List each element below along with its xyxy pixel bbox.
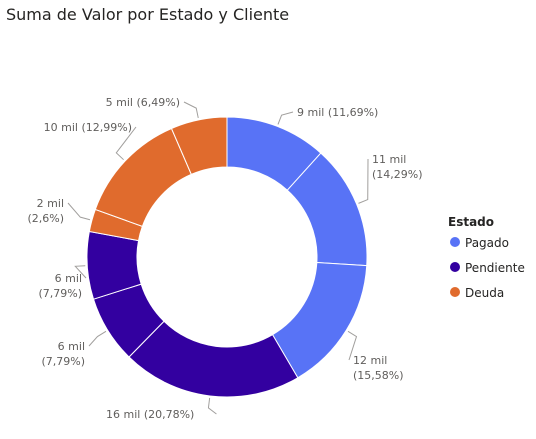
- data-label-0: 9 mil (11,69%): [297, 106, 378, 119]
- slice-deuda-7[interactable]: [94, 127, 192, 228]
- data-label-2: 12 mil (15,58%): [353, 354, 404, 382]
- leader-line-5: [74, 265, 87, 279]
- leader-line-7: [115, 126, 137, 161]
- data-label-line: 6 mil: [58, 340, 85, 353]
- data-label-line: 2 mil: [37, 197, 64, 210]
- data-labels: 9 mil (11,69%) 11 mil (14,29%) 12 mil (15,58…: [27, 96, 422, 421]
- leader-line-1: [358, 158, 369, 204]
- data-label-line: (14,29%): [372, 168, 423, 181]
- leader-line-0: [277, 111, 294, 125]
- legend-label-pagado[interactable]: Pagado: [465, 236, 509, 250]
- leader-lines: [67, 101, 369, 415]
- data-label-line: 12 mil: [353, 354, 387, 367]
- data-label-7: 10 mil (12,99%): [44, 121, 132, 134]
- donut-slices: [86, 116, 368, 398]
- data-label-line: 11 mil: [372, 153, 406, 166]
- data-label-6: 2 mil (2,6%): [27, 197, 64, 225]
- legend-marker-pagado[interactable]: [450, 237, 460, 247]
- leader-line-4: [88, 330, 107, 347]
- leader-line-3: [207, 397, 217, 415]
- legend-marker-pendiente[interactable]: [450, 262, 460, 272]
- data-label-5: 6 mil (7,79%): [38, 272, 82, 300]
- data-label-line: (15,58%): [353, 369, 404, 382]
- slice-pendiente-3[interactable]: [128, 320, 299, 398]
- data-label-8: 5 mil (6,49%): [106, 96, 180, 109]
- data-label-line: 5 mil (6,49%): [106, 96, 180, 109]
- chart-title: Suma de Valor por Estado y Cliente: [6, 5, 290, 24]
- data-label-3: 16 mil (20,78%): [106, 408, 194, 421]
- data-label-line: 9 mil (11,69%): [297, 106, 378, 119]
- data-label-1: 11 mil (14,29%): [372, 153, 423, 181]
- legend-title: Estado: [448, 215, 494, 229]
- legend-label-pendiente[interactable]: Pendiente: [465, 261, 525, 275]
- leader-line-6: [67, 202, 91, 221]
- data-label-4: 6 mil (7,79%): [41, 340, 85, 368]
- data-label-line: 6 mil: [55, 272, 82, 285]
- legend-label-deuda[interactable]: Deuda: [465, 286, 504, 300]
- data-label-line: (7,79%): [41, 355, 85, 368]
- data-label-line: 16 mil (20,78%): [106, 408, 194, 421]
- legend-marker-deuda[interactable]: [450, 287, 460, 297]
- data-label-line: (2,6%): [27, 212, 64, 225]
- legend: Estado Pagado Pendiente Deuda: [448, 215, 525, 300]
- slice-deuda-8[interactable]: [170, 116, 228, 176]
- data-label-line: (7,79%): [38, 287, 82, 300]
- leader-line-8: [183, 101, 199, 119]
- data-label-line: 10 mil (12,99%): [44, 121, 132, 134]
- leader-line-2: [347, 330, 358, 361]
